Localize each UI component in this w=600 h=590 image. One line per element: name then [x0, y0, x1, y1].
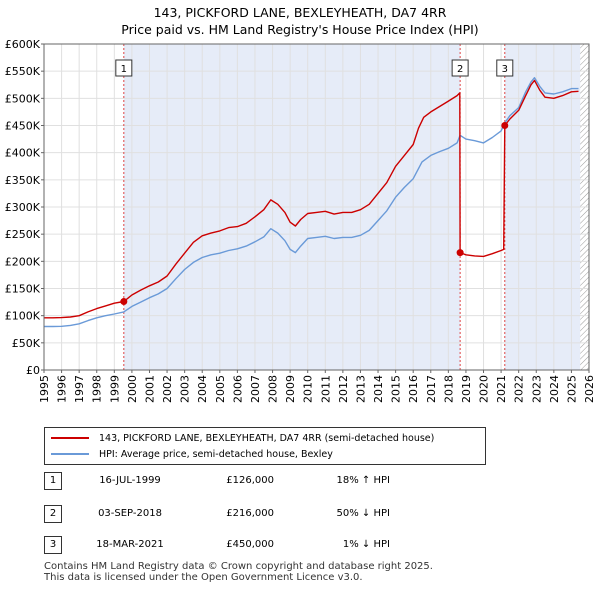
- transaction-label-box: [496, 59, 514, 77]
- x-tick-label: 1996: [56, 375, 69, 403]
- y-tick-label: £100K: [5, 310, 41, 323]
- x-tick-label: 2025: [565, 375, 578, 403]
- legend-swatch-property: [51, 437, 89, 439]
- y-tick-label: £250K: [5, 228, 41, 241]
- x-tick-label: 2026: [583, 375, 596, 403]
- x-tick-label: 2000: [126, 375, 139, 403]
- y-tick-label: £200K: [5, 255, 41, 268]
- y-tick-label: £50K: [12, 337, 41, 350]
- legend-label-hpi: HPI: Average price, semi-detached house,…: [99, 448, 333, 460]
- x-tick-label: 2001: [143, 375, 156, 403]
- x-tick-label: 2014: [372, 375, 385, 403]
- y-tick-label: £400K: [5, 147, 41, 160]
- transaction-date: 16-JUL-1999: [99, 475, 161, 486]
- table-row: 2 03-SEP-2018 £216,000 50% ↓ HPI: [44, 505, 464, 525]
- transaction-number: 1: [44, 472, 62, 490]
- legend-item-hpi: HPI: Average price, semi-detached house,…: [51, 446, 333, 462]
- price-chart: 1 2 3 £0 £50K £100K £150K £200K £250K £300K £350K…: [5, 38, 596, 403]
- x-tick-label: 1997: [73, 375, 86, 403]
- transaction-label-box: [115, 59, 133, 77]
- transaction-hpi: 50% ↓ HPI: [336, 508, 390, 519]
- x-tick-label: 2023: [530, 375, 543, 403]
- x-tick-label: 2024: [548, 375, 561, 403]
- transaction-label-box: [451, 59, 469, 77]
- transaction-point: [501, 122, 509, 129]
- transaction-point: [120, 298, 128, 306]
- legend: 143, PICKFORD LANE, BEXLEYHEATH, DA7 4RR…: [44, 427, 486, 465]
- x-tick-label: 2006: [231, 375, 244, 403]
- x-tick-label: 2020: [478, 375, 491, 403]
- table-row: 1 16-JUL-1999 £126,000 18% ↑ HPI: [44, 472, 464, 492]
- table-row: 3 18-MAR-2021 £450,000 1% ↓ HPI: [44, 536, 464, 556]
- legend-swatch-hpi: [51, 453, 89, 455]
- x-tick-label: 2009: [284, 375, 297, 403]
- transaction-hpi: 1% ↓ HPI: [342, 539, 390, 550]
- transaction-label: 3: [502, 64, 508, 75]
- footer-copyright: Contains HM Land Registry data © Crown c…: [44, 561, 433, 572]
- chart-subtitle: Price paid vs. HM Land Registry's House …: [121, 22, 479, 37]
- transaction-hpi: 18% ↑ HPI: [336, 475, 390, 486]
- y-tick-label: £350K: [5, 174, 41, 187]
- y-tick-label: £500K: [5, 92, 41, 105]
- transaction-label: 2: [457, 64, 463, 75]
- x-tick-label: 1995: [38, 375, 51, 403]
- x-tick-label: 2010: [302, 375, 315, 403]
- transaction-price: £126,000: [226, 475, 274, 486]
- legend-label-property: 143, PICKFORD LANE, BEXLEYHEATH, DA7 4RR…: [99, 432, 435, 444]
- x-tick-label: 2016: [407, 375, 420, 403]
- transaction-number: 3: [44, 536, 62, 554]
- x-tick-label: 2017: [425, 375, 438, 403]
- transaction-number: 2: [44, 505, 62, 523]
- transaction-date: 18-MAR-2021: [96, 539, 164, 550]
- x-tick-label: 2019: [460, 375, 473, 403]
- footer-licence: This data is licensed under the Open Gov…: [44, 572, 363, 583]
- x-tick-label: 2012: [337, 375, 350, 403]
- transaction-point: [456, 249, 464, 257]
- x-tick-label: 1999: [108, 375, 121, 403]
- y-tick-label: £600K: [5, 38, 41, 51]
- y-tick-label: £150K: [5, 283, 41, 296]
- property-price-line: [44, 79, 579, 319]
- x-tick-label: 2011: [319, 375, 332, 403]
- transaction-price: £450,000: [226, 539, 274, 550]
- transaction-date: 03-SEP-2018: [98, 508, 162, 519]
- x-tick-label: 2015: [390, 375, 403, 403]
- x-tick-label: 2003: [179, 375, 192, 403]
- x-tick-label: 2013: [354, 375, 367, 403]
- x-tick-label: 2018: [442, 375, 455, 403]
- x-tick-label: 2005: [214, 375, 227, 403]
- x-tick-label: 2022: [513, 375, 526, 403]
- x-tick-label: 2007: [249, 375, 262, 403]
- x-tick-label: 2004: [196, 375, 209, 403]
- y-tick-label: £300K: [5, 201, 41, 214]
- chart-title-block: 143, PICKFORD LANE, BEXLEYHEATH, DA7 4RR…: [0, 4, 600, 38]
- x-tick-label: 2008: [267, 375, 280, 403]
- transaction-price: £216,000: [226, 508, 274, 519]
- y-tick-label: £450K: [5, 120, 41, 133]
- y-tick-label: £550K: [5, 65, 41, 78]
- x-tick-label: 2021: [495, 375, 508, 403]
- transaction-label: 1: [121, 64, 127, 75]
- x-tick-label: 2002: [161, 375, 174, 403]
- legend-item-property: 143, PICKFORD LANE, BEXLEYHEATH, DA7 4RR…: [51, 430, 434, 446]
- x-tick-label: 1998: [91, 375, 104, 403]
- chart-title: 143, PICKFORD LANE, BEXLEYHEATH, DA7 4RR: [153, 5, 447, 20]
- y-tick-label: £0: [26, 364, 40, 377]
- footer: Contains HM Land Registry data © Crown c…: [44, 561, 433, 583]
